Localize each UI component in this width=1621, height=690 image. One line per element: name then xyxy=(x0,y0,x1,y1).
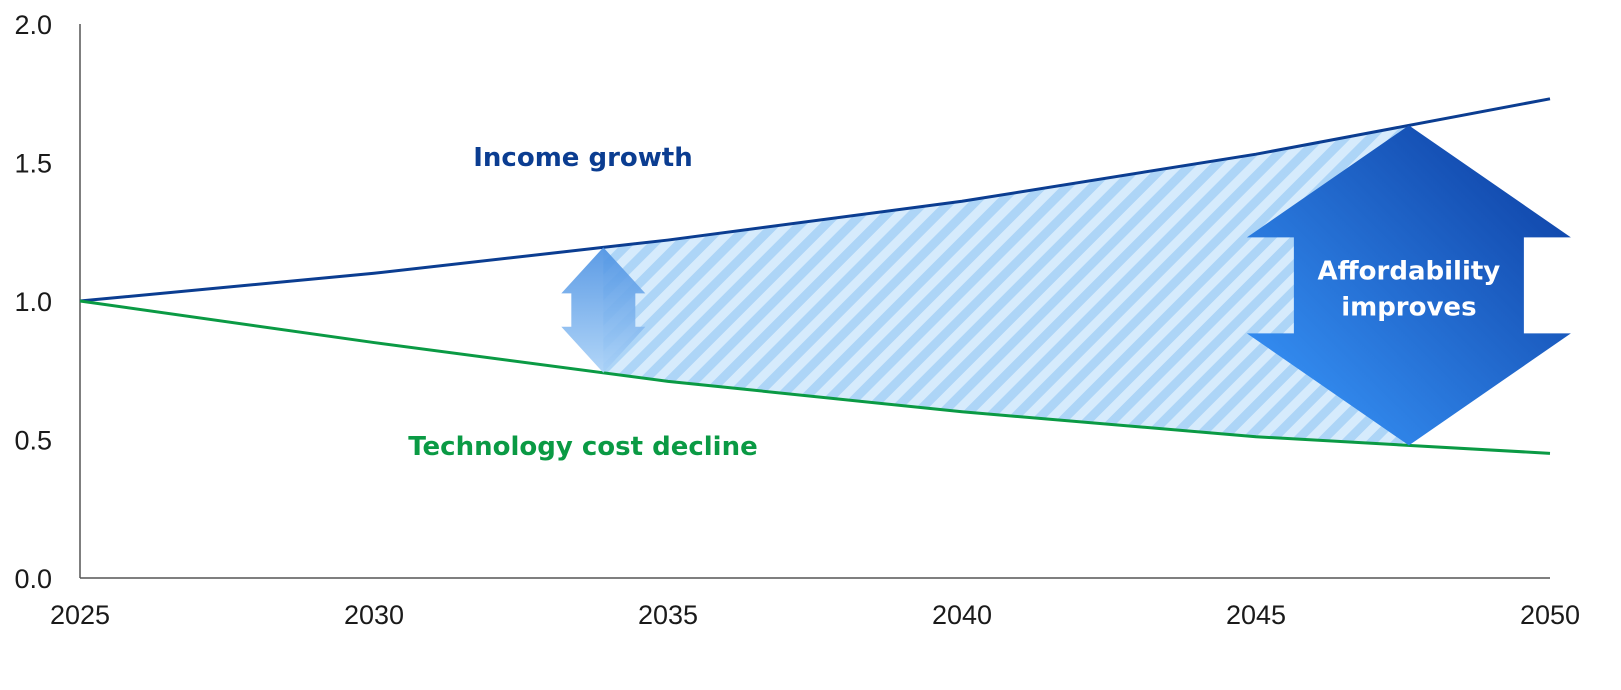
y-tick-label: 1.0 xyxy=(14,287,52,317)
x-tick-label: 2025 xyxy=(50,600,110,630)
y-tick-label: 0.0 xyxy=(14,564,52,594)
y-tick-label: 1.5 xyxy=(14,149,52,179)
income-growth-label: Income growth xyxy=(473,143,693,173)
x-tick-label: 2045 xyxy=(1226,600,1286,630)
annotation-text-line-1: Affordability xyxy=(1318,256,1501,286)
affordability-region xyxy=(603,125,1409,446)
y-tick-label: 0.5 xyxy=(14,426,52,456)
x-tick-label: 2040 xyxy=(932,600,992,630)
technology-cost-decline-label: Technology cost decline xyxy=(408,432,757,462)
x-tick-label: 2030 xyxy=(344,600,404,630)
annotation-text-line-2: improves xyxy=(1341,292,1476,322)
small-arrow-shape xyxy=(561,247,646,373)
small-double-arrow xyxy=(561,247,646,373)
shaded-gap xyxy=(603,125,1409,446)
x-tick-label: 2035 xyxy=(638,600,698,630)
double-arrow-shape xyxy=(1246,125,1571,446)
series-line xyxy=(79,299,1551,455)
y-tick-labels: 0.0 0.5 1.0 1.5 2.0 xyxy=(14,10,52,594)
series-lines xyxy=(79,97,1551,455)
y-tick-label: 2.0 xyxy=(14,10,52,40)
affordability-arrow: Affordability improves xyxy=(1246,125,1571,446)
x-tick-labels: 2025 2030 2035 2040 2045 2050 xyxy=(50,600,1580,630)
x-tick-label: 2050 xyxy=(1520,600,1580,630)
series-line xyxy=(79,97,1551,303)
